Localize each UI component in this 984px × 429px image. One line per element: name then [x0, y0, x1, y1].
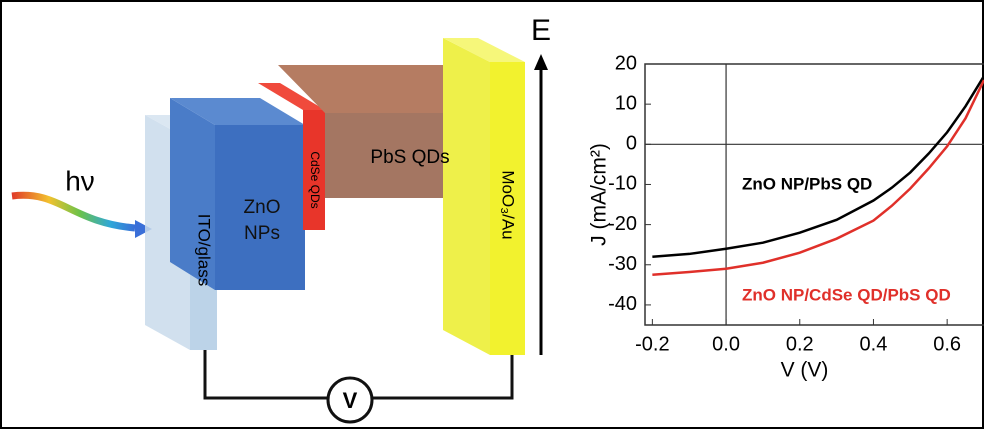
wire: [205, 350, 328, 398]
y-tick-label: -20: [608, 213, 637, 235]
series-line: [652, 76, 984, 257]
x-tick-label: 0.0: [712, 333, 740, 355]
meter-label: V: [343, 388, 358, 413]
layer-label: CdSe QDs: [308, 151, 322, 208]
figure-canvas: hν V E ITO/glass CdSe QDs PbS QDs MoO₃/A…: [0, 0, 984, 429]
legend-label: ZnO NP/PbS QD: [742, 174, 872, 193]
layer-label: PbS QDs: [370, 147, 449, 168]
y-tick-label: -30: [608, 253, 637, 275]
energy-label: E: [531, 14, 551, 47]
y-tick-label: 20: [615, 52, 637, 74]
photon-arrow: [12, 195, 135, 228]
layer-label: MoO₃/Au: [499, 170, 518, 239]
photon-label: hν: [65, 165, 95, 196]
y-tick-label: -40: [608, 293, 637, 315]
wire: [372, 355, 512, 398]
x-tick-label: 0.2: [786, 333, 814, 355]
layer-label: ITO/glass: [195, 214, 214, 286]
x-axis-label: V (V): [781, 359, 829, 382]
y-axis-label: J (mA/cm²): [588, 143, 611, 246]
layer-label: ZnO NPs: [232, 195, 292, 247]
y-tick-label: 0: [626, 133, 637, 155]
y-tick-label: -10: [608, 173, 637, 195]
figure: hν V E ITO/glass CdSe QDs PbS QDs MoO₃/A…: [0, 0, 984, 429]
x-tick-label: -0.2: [635, 333, 669, 355]
energy-arrowhead: [534, 54, 548, 70]
legend-label: ZnO NP/CdSe QD/PbS QD: [742, 285, 951, 304]
x-tick-label: 0.4: [860, 333, 888, 355]
y-tick-label: 10: [615, 92, 637, 114]
x-tick-label: 0.6: [933, 333, 961, 355]
moo3-side: [443, 38, 490, 355]
